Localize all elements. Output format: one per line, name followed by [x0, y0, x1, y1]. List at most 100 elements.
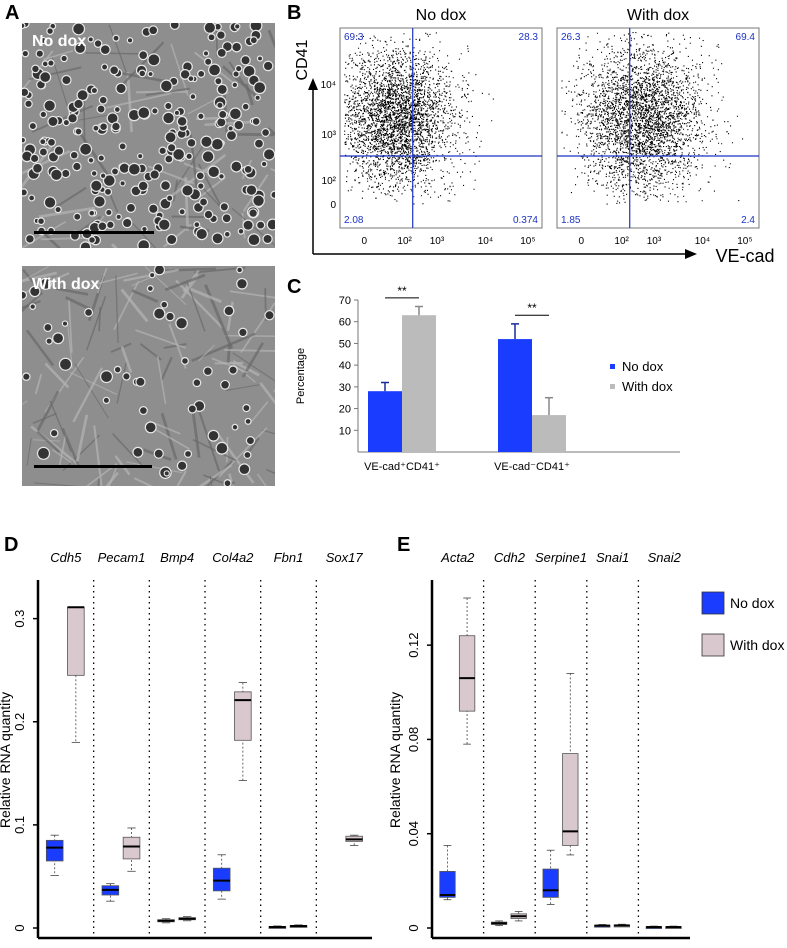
round-cell [214, 77, 223, 86]
x-tick-label: 0 [578, 236, 584, 247]
cell-process [154, 267, 216, 273]
round-cell [93, 195, 106, 208]
cell-process [176, 470, 187, 486]
cell-process [38, 206, 96, 219]
cell-process [22, 266, 49, 282]
cell-process [224, 349, 275, 352]
round-cell [219, 202, 230, 212]
round-cell [115, 82, 127, 95]
cell-process [191, 412, 201, 458]
round-cell [61, 320, 69, 327]
round-cell [203, 209, 214, 220]
cell-process [232, 352, 275, 382]
cell-process [244, 83, 254, 106]
cell-process [211, 357, 248, 374]
round-cell [36, 446, 51, 460]
microscopy-image-with-dox: With dox [22, 266, 275, 486]
round-cell [230, 160, 243, 173]
round-cell [147, 53, 161, 67]
round-cell [234, 23, 241, 30]
round-cell [153, 448, 164, 459]
round-cell [37, 217, 46, 226]
x-tick-label: 10² [614, 236, 629, 247]
flow-plot-title: With dox [627, 7, 689, 24]
round-cell [90, 179, 103, 192]
cell-process [133, 477, 154, 486]
scatter-points [344, 32, 494, 205]
round-cell [160, 300, 169, 309]
cell-process [126, 216, 157, 248]
cell-process [86, 296, 107, 351]
round-cell [113, 106, 121, 114]
round-cell [215, 441, 229, 455]
round-cell [73, 98, 84, 110]
y-tick-label: 10³ [322, 130, 337, 141]
flow-plot-frame [556, 27, 760, 229]
round-cell [164, 101, 173, 111]
y-tick-label: 0.2 [12, 713, 27, 731]
round-cell [87, 156, 95, 164]
flow-plot-with-dox: With dox 26.3 69.4 1.85 2.4 0 10² 10³ 10⁴ 10⁵ [556, 7, 760, 247]
cell-process [68, 299, 73, 353]
round-cell [264, 310, 275, 321]
round-cell [79, 142, 93, 156]
cell-process [163, 343, 187, 349]
scatter-points [561, 32, 744, 205]
round-cell [210, 137, 224, 151]
y-tick-label: 70 [339, 295, 351, 307]
round-cell [29, 285, 41, 298]
round-cell [28, 121, 38, 131]
quadrant-value-upper-right: 69.4 [736, 32, 756, 43]
cell-process [225, 384, 260, 391]
round-cell [43, 196, 57, 209]
round-cell [202, 50, 210, 57]
round-cell [245, 184, 258, 196]
round-cell [61, 74, 72, 86]
cell-process [55, 186, 87, 208]
round-cell [238, 463, 251, 476]
round-cell [218, 173, 225, 180]
cell-process [44, 362, 70, 389]
round-cell [98, 95, 108, 105]
gene-label: Col4a2 [212, 550, 254, 565]
round-cell [147, 70, 154, 78]
round-cell [236, 277, 248, 290]
round-cell [132, 446, 144, 458]
x-axis-label: VE-cad [715, 246, 774, 266]
cell-process [74, 363, 109, 419]
round-cell [187, 75, 195, 83]
round-cell [87, 36, 94, 43]
round-cell [79, 241, 92, 248]
round-cell [223, 230, 231, 238]
legend-label-with-dox: With dox [730, 637, 784, 653]
round-cell [22, 136, 27, 144]
box [67, 606, 85, 676]
round-cell [189, 93, 197, 101]
y-tick-label: 0 [406, 924, 421, 931]
flow-plot-title: No dox [416, 7, 467, 24]
cell-process [93, 425, 103, 486]
y-tick-label: 40 [339, 360, 351, 372]
round-cell [164, 131, 177, 144]
box [458, 635, 476, 712]
quadrant-value-lower-left: 2.08 [344, 215, 364, 226]
x-tick-label: 10³ [647, 236, 662, 247]
cell-process [42, 232, 62, 248]
round-cell [164, 154, 174, 164]
bar [402, 315, 436, 452]
cell-process [85, 463, 118, 486]
round-cell [207, 33, 216, 42]
cell-process [26, 438, 32, 466]
y-axis-label: Percentage [295, 348, 307, 404]
round-cell [28, 194, 36, 202]
round-cell [74, 127, 83, 136]
round-cell [220, 379, 231, 390]
gene-label: Snai1 [596, 550, 629, 565]
cell-process [209, 475, 213, 486]
round-cell [62, 118, 71, 127]
box [439, 871, 456, 898]
cell-process [62, 434, 101, 472]
y-tick-label: 30 [339, 382, 351, 394]
image-label-no-dox: No dox [32, 33, 87, 50]
round-cell [97, 221, 108, 232]
